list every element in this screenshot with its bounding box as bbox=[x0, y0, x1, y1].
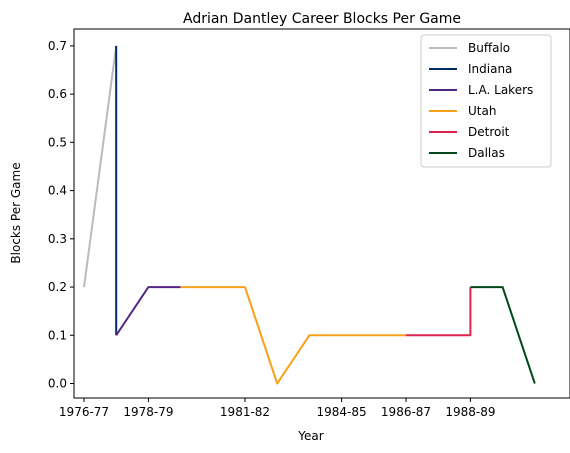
x-tick-label: 1981-82 bbox=[220, 405, 270, 419]
chart-title: Adrian Dantley Career Blocks Per Game bbox=[183, 11, 461, 27]
legend-label-dallas: Dallas bbox=[468, 146, 505, 160]
series-line-l-a-lakers bbox=[115, 286, 181, 336]
series-line-dallas bbox=[470, 286, 536, 384]
y-tick-label: 0.3 bbox=[48, 232, 67, 246]
x-axis-label: Year bbox=[297, 429, 323, 443]
legend: Buffalo Indiana L.A. Lakers Utah Detroit Dall… bbox=[420, 34, 552, 168]
legend-label-indiana: Indiana bbox=[468, 62, 512, 76]
x-tick-label: 1978-79 bbox=[123, 405, 173, 419]
x-tick-label: 1988-89 bbox=[445, 405, 495, 419]
series-line-detroit bbox=[406, 287, 472, 337]
legend-label-l-a-lakers: L.A. Lakers bbox=[468, 83, 533, 97]
y-tick-label: 0.2 bbox=[48, 280, 67, 294]
y-tick-label: 0.5 bbox=[48, 135, 67, 149]
plot-frame bbox=[73, 28, 570, 399]
series-layer bbox=[83, 45, 536, 385]
y-tick-label: 0.4 bbox=[48, 184, 67, 198]
x-tick-label: 1984-85 bbox=[317, 405, 367, 419]
legend-label-utah: Utah bbox=[468, 104, 496, 118]
y-tick-label: 0.6 bbox=[48, 87, 67, 101]
legend-label-buffalo: Buffalo bbox=[468, 41, 510, 55]
y-tick-label: 0.1 bbox=[48, 328, 67, 342]
y-tick-label: 0.7 bbox=[48, 39, 67, 53]
y-axis: 0.0 0.1 0.2 0.3 0.4 0.5 0.6 0.7 bbox=[48, 39, 74, 391]
legend-label-detroit: Detroit bbox=[468, 125, 510, 139]
series-line-utah bbox=[180, 286, 406, 385]
y-tick-label: 0.0 bbox=[48, 377, 67, 391]
series-line-buffalo bbox=[83, 45, 118, 288]
y-axis-label: Blocks Per Game bbox=[9, 162, 23, 263]
x-tick-label: 1986-87 bbox=[381, 405, 431, 419]
x-axis: 1976-77 1978-79 1981-82 1984-85 1986-87 1988-… bbox=[59, 398, 495, 419]
x-tick-label: 1976-77 bbox=[59, 405, 109, 419]
